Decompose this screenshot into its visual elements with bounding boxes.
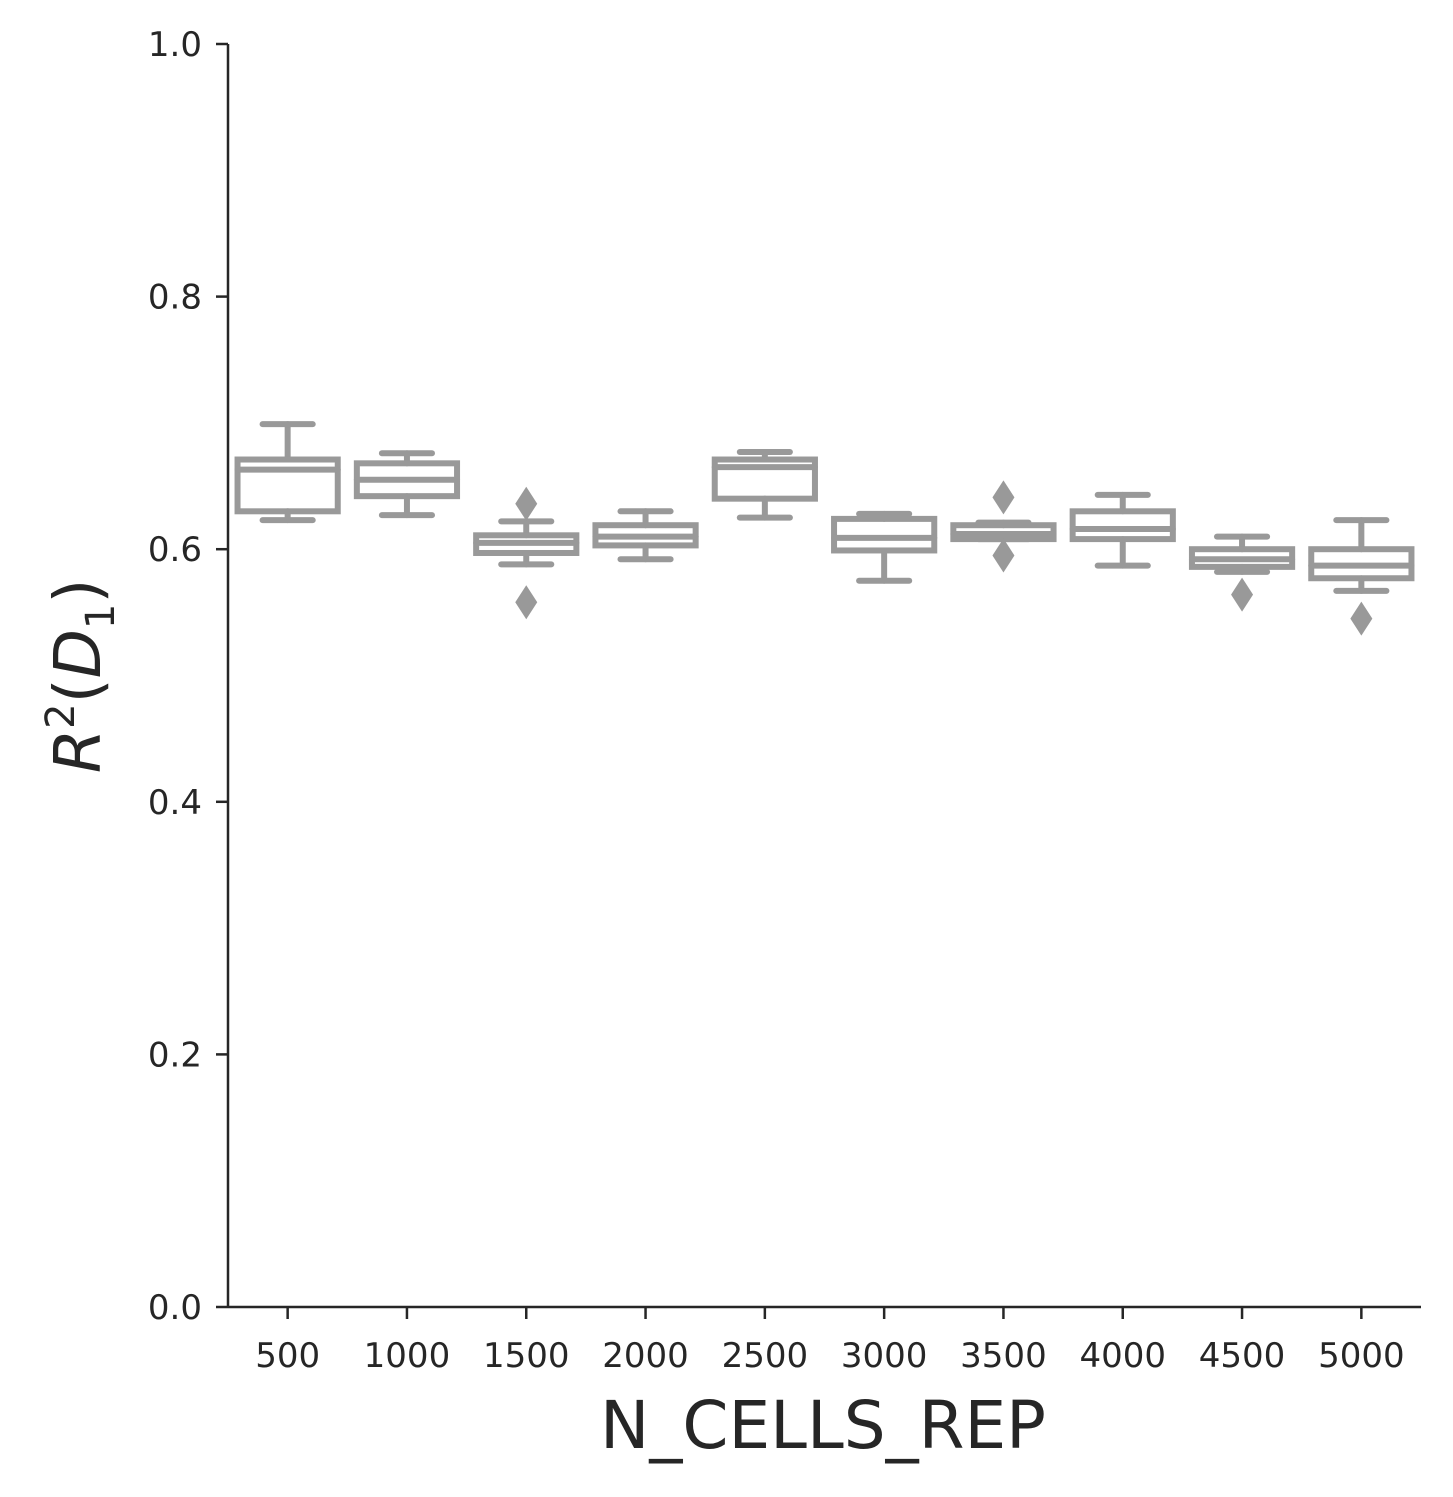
y-axis-title: R2(D1): [38, 579, 124, 774]
y-axis-title-inner: D: [42, 629, 116, 678]
box-body: [234, 456, 341, 515]
x-tick-label: 1500: [483, 1336, 570, 1376]
box-group: [234, 421, 341, 524]
box-group: [1308, 517, 1415, 636]
x-tick-label: 2500: [722, 1336, 809, 1376]
y-tick-label: 0.8: [148, 278, 202, 318]
box-group: [831, 510, 938, 584]
boxes-layer: [234, 421, 1415, 636]
y-axis-title-open-paren: (: [42, 678, 116, 703]
y-tick-label: 0.4: [148, 783, 202, 823]
box-group: [950, 480, 1057, 573]
y-tick-label: 1.0: [148, 25, 202, 65]
y-axis-title-close-paren: ): [42, 579, 116, 604]
box-body: [831, 515, 938, 554]
x-tick-label: 2000: [602, 1336, 689, 1376]
y-tick-label: 0.0: [148, 1288, 202, 1328]
y-axis-title-main: R: [42, 729, 116, 773]
y-axis-title-sub: 1: [78, 604, 124, 629]
flier-point: [992, 480, 1015, 515]
x-tick-label: 4000: [1079, 1336, 1166, 1376]
box-group: [353, 450, 461, 519]
box-group: [592, 508, 699, 563]
x-tick-label: 3500: [960, 1336, 1047, 1376]
box-group: [711, 448, 818, 521]
box-group: [1069, 491, 1176, 569]
y-axis: 0.0 0.2 0.4 0.6 0.8 1.0: [148, 25, 230, 1328]
flier-point: [515, 486, 538, 521]
box-body: [1069, 508, 1176, 543]
x-tick-label: 1000: [364, 1336, 451, 1376]
x-axis: 500 1000 1500 2000 2500 3000 3500 4000 4500 5000: [228, 1305, 1421, 1376]
y-tick-label: 0.6: [148, 530, 202, 570]
x-tick-label: 4500: [1199, 1336, 1286, 1376]
x-axis-title: N_CELLS_REP: [600, 1387, 1046, 1464]
flier-point: [1231, 577, 1254, 612]
y-axis-title-sup: 2: [38, 703, 84, 728]
y-tick-label: 0.2: [148, 1035, 202, 1075]
flier-point: [992, 538, 1015, 573]
box-group: [473, 486, 580, 620]
box-body: [711, 456, 818, 502]
flier-point: [515, 585, 538, 620]
flier-point: [1350, 601, 1373, 636]
x-tick-label: 3000: [841, 1336, 928, 1376]
x-tick-label: 500: [255, 1336, 320, 1376]
x-tick-label: 5000: [1318, 1336, 1405, 1376]
box-group: [1188, 533, 1296, 612]
